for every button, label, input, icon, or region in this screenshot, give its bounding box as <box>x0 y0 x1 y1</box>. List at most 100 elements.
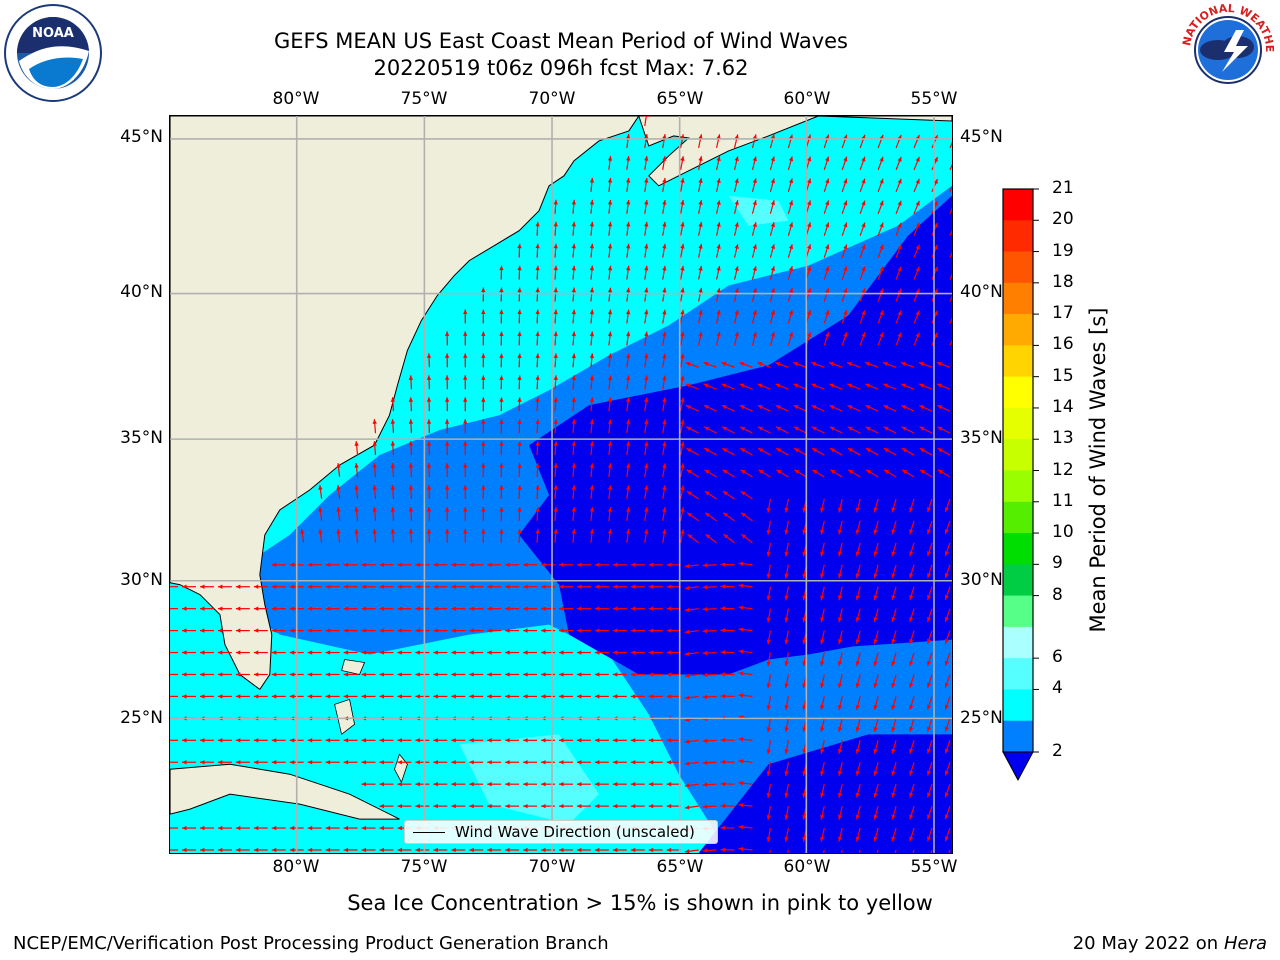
wind-wave-arrow-head <box>802 749 807 754</box>
wind-wave-arrow-head <box>739 405 745 410</box>
wind-wave-arrow-head <box>784 639 789 645</box>
wind-wave-arrow-head <box>199 606 205 611</box>
wind-wave-arrow-head <box>325 738 331 743</box>
wind-wave-arrow-head <box>802 573 807 579</box>
wind-wave-arrow-head <box>802 814 807 820</box>
wind-wave-arrow-head <box>644 287 649 293</box>
wind-wave-arrow-head <box>820 705 825 711</box>
wind-wave-arrow-head <box>766 617 771 623</box>
wind-wave-arrow-head <box>802 617 807 623</box>
wind-wave-arrow-head <box>433 694 438 699</box>
wind-wave-arrow <box>858 849 861 853</box>
wind-wave-arrow-head <box>866 469 872 474</box>
wind-wave-arrow-head <box>944 573 949 578</box>
wind-wave-arrow-head <box>909 814 914 820</box>
wind-wave-arrow-head <box>662 134 667 139</box>
wind-wave-arrow-head <box>505 562 510 567</box>
wind-wave-arrow-head <box>716 222 721 227</box>
lon-label-bottom: 75°W <box>400 857 448 877</box>
wind-wave-arrow-head <box>891 661 896 666</box>
wind-wave-arrow-head <box>644 419 649 425</box>
wind-wave-arrow-head <box>901 426 907 431</box>
wind-wave-arrow-head <box>926 726 932 732</box>
wind-wave-arrow-head <box>680 397 685 403</box>
colorbar <box>1002 188 1039 782</box>
wind-wave-arrow-head <box>829 405 835 410</box>
wind-wave-arrow-head <box>361 847 367 853</box>
wind-wave-arrow-head <box>680 353 685 359</box>
wind-wave-arrow-head <box>879 200 884 206</box>
wind-wave-arrow-head <box>788 244 794 250</box>
wind-wave-arrow-head <box>734 287 739 293</box>
wind-wave-arrow-head <box>361 782 367 787</box>
wind-wave-arrow-head <box>553 528 558 534</box>
wind-wave-arrow-head <box>644 199 649 205</box>
wind-wave-arrow-head <box>390 441 395 446</box>
wind-wave-arrow-head <box>625 265 631 271</box>
wind-wave-arrow-head <box>666 738 672 743</box>
wind-wave-arrow-head <box>576 694 582 699</box>
wind-wave-arrow-head <box>784 793 789 798</box>
wind-wave-arrow-head <box>505 694 510 699</box>
wind-wave-arrow-head <box>336 528 341 534</box>
colorbar-tick-label: 21 <box>1052 178 1074 198</box>
chart-subtitle: 20220519 t06z 096h fcst Max: 7.62 <box>373 56 749 80</box>
wind-wave-arrow-head <box>505 738 510 743</box>
wind-wave-arrow-head <box>307 825 313 831</box>
wind-wave-arrow-head <box>951 269 952 271</box>
wind-wave-arrow-head <box>891 595 896 601</box>
wind-wave-arrow-head <box>307 694 313 699</box>
lat-label-left: 35°N <box>120 428 163 448</box>
wind-wave-arrow-head <box>680 287 685 293</box>
wind-wave-arrow-head <box>361 694 367 699</box>
wind-wave-arrow-head <box>902 469 908 474</box>
wind-wave-arrow-head <box>662 485 667 490</box>
wind-wave-arrow-head <box>553 221 558 227</box>
wind-wave-arrow-head <box>855 529 860 535</box>
wind-wave-arrow-head <box>523 584 528 589</box>
lon-label-top: 70°W <box>528 89 576 109</box>
wind-wave-arrow-head <box>820 792 825 798</box>
wind-wave-arrow-head <box>900 362 906 367</box>
wind-wave-arrow-head <box>897 332 902 338</box>
wind-wave-arrow-head <box>499 287 504 293</box>
wind-wave-arrow-head <box>199 738 205 743</box>
wind-wave-arrow-head <box>944 792 949 798</box>
map-legend: Wind Wave Direction (unscaled) <box>404 820 718 844</box>
wind-wave-arrow-head <box>843 178 848 184</box>
wind-wave-arrow-head <box>499 353 504 358</box>
wind-wave-arrow-head <box>372 485 377 490</box>
wind-wave-arrow-head <box>680 134 685 140</box>
wind-wave-arrow-head <box>703 383 709 388</box>
wind-wave-arrow-head <box>607 287 613 293</box>
wind-wave-arrow-head <box>594 782 600 787</box>
wind-wave-arrow-head <box>680 331 685 337</box>
wind-wave-arrow-head <box>541 650 546 655</box>
bahamas-land <box>334 698 356 736</box>
wind-wave-arrow-head <box>630 803 636 809</box>
wind-wave-arrow-head <box>463 484 468 490</box>
wind-wave-arrow-head <box>807 288 812 294</box>
wind-wave-arrow-head <box>469 628 474 633</box>
wind-wave-arrow-head <box>740 426 746 431</box>
wind-wave-arrow-head <box>451 606 456 611</box>
wind-wave-arrow-head <box>811 383 817 388</box>
wind-wave-arrow-head <box>648 782 654 787</box>
wind-wave-arrow-head <box>559 760 564 765</box>
wind-wave-arrow-head <box>481 353 486 358</box>
wind-wave-arrow-head <box>199 628 205 633</box>
wind-wave-arrow-head <box>915 178 920 184</box>
wind-wave-arrow-head <box>847 405 853 410</box>
wind-wave-arrow-head <box>625 507 631 512</box>
wind-wave-arrow-head <box>891 770 896 776</box>
lon-label-top: 80°W <box>272 89 320 109</box>
wind-wave-arrow-head <box>705 512 711 518</box>
wind-wave-arrow-head <box>698 134 703 140</box>
wind-wave-arrow-head <box>481 309 486 314</box>
wind-wave-arrow-head <box>630 847 636 853</box>
wind-wave-arrow-head <box>720 672 726 677</box>
wind-wave-arrow-head <box>891 836 896 842</box>
wind-wave-arrow-head <box>541 803 546 809</box>
wind-wave-arrow-head <box>662 463 667 469</box>
wind-wave-arrow-head <box>873 551 878 557</box>
